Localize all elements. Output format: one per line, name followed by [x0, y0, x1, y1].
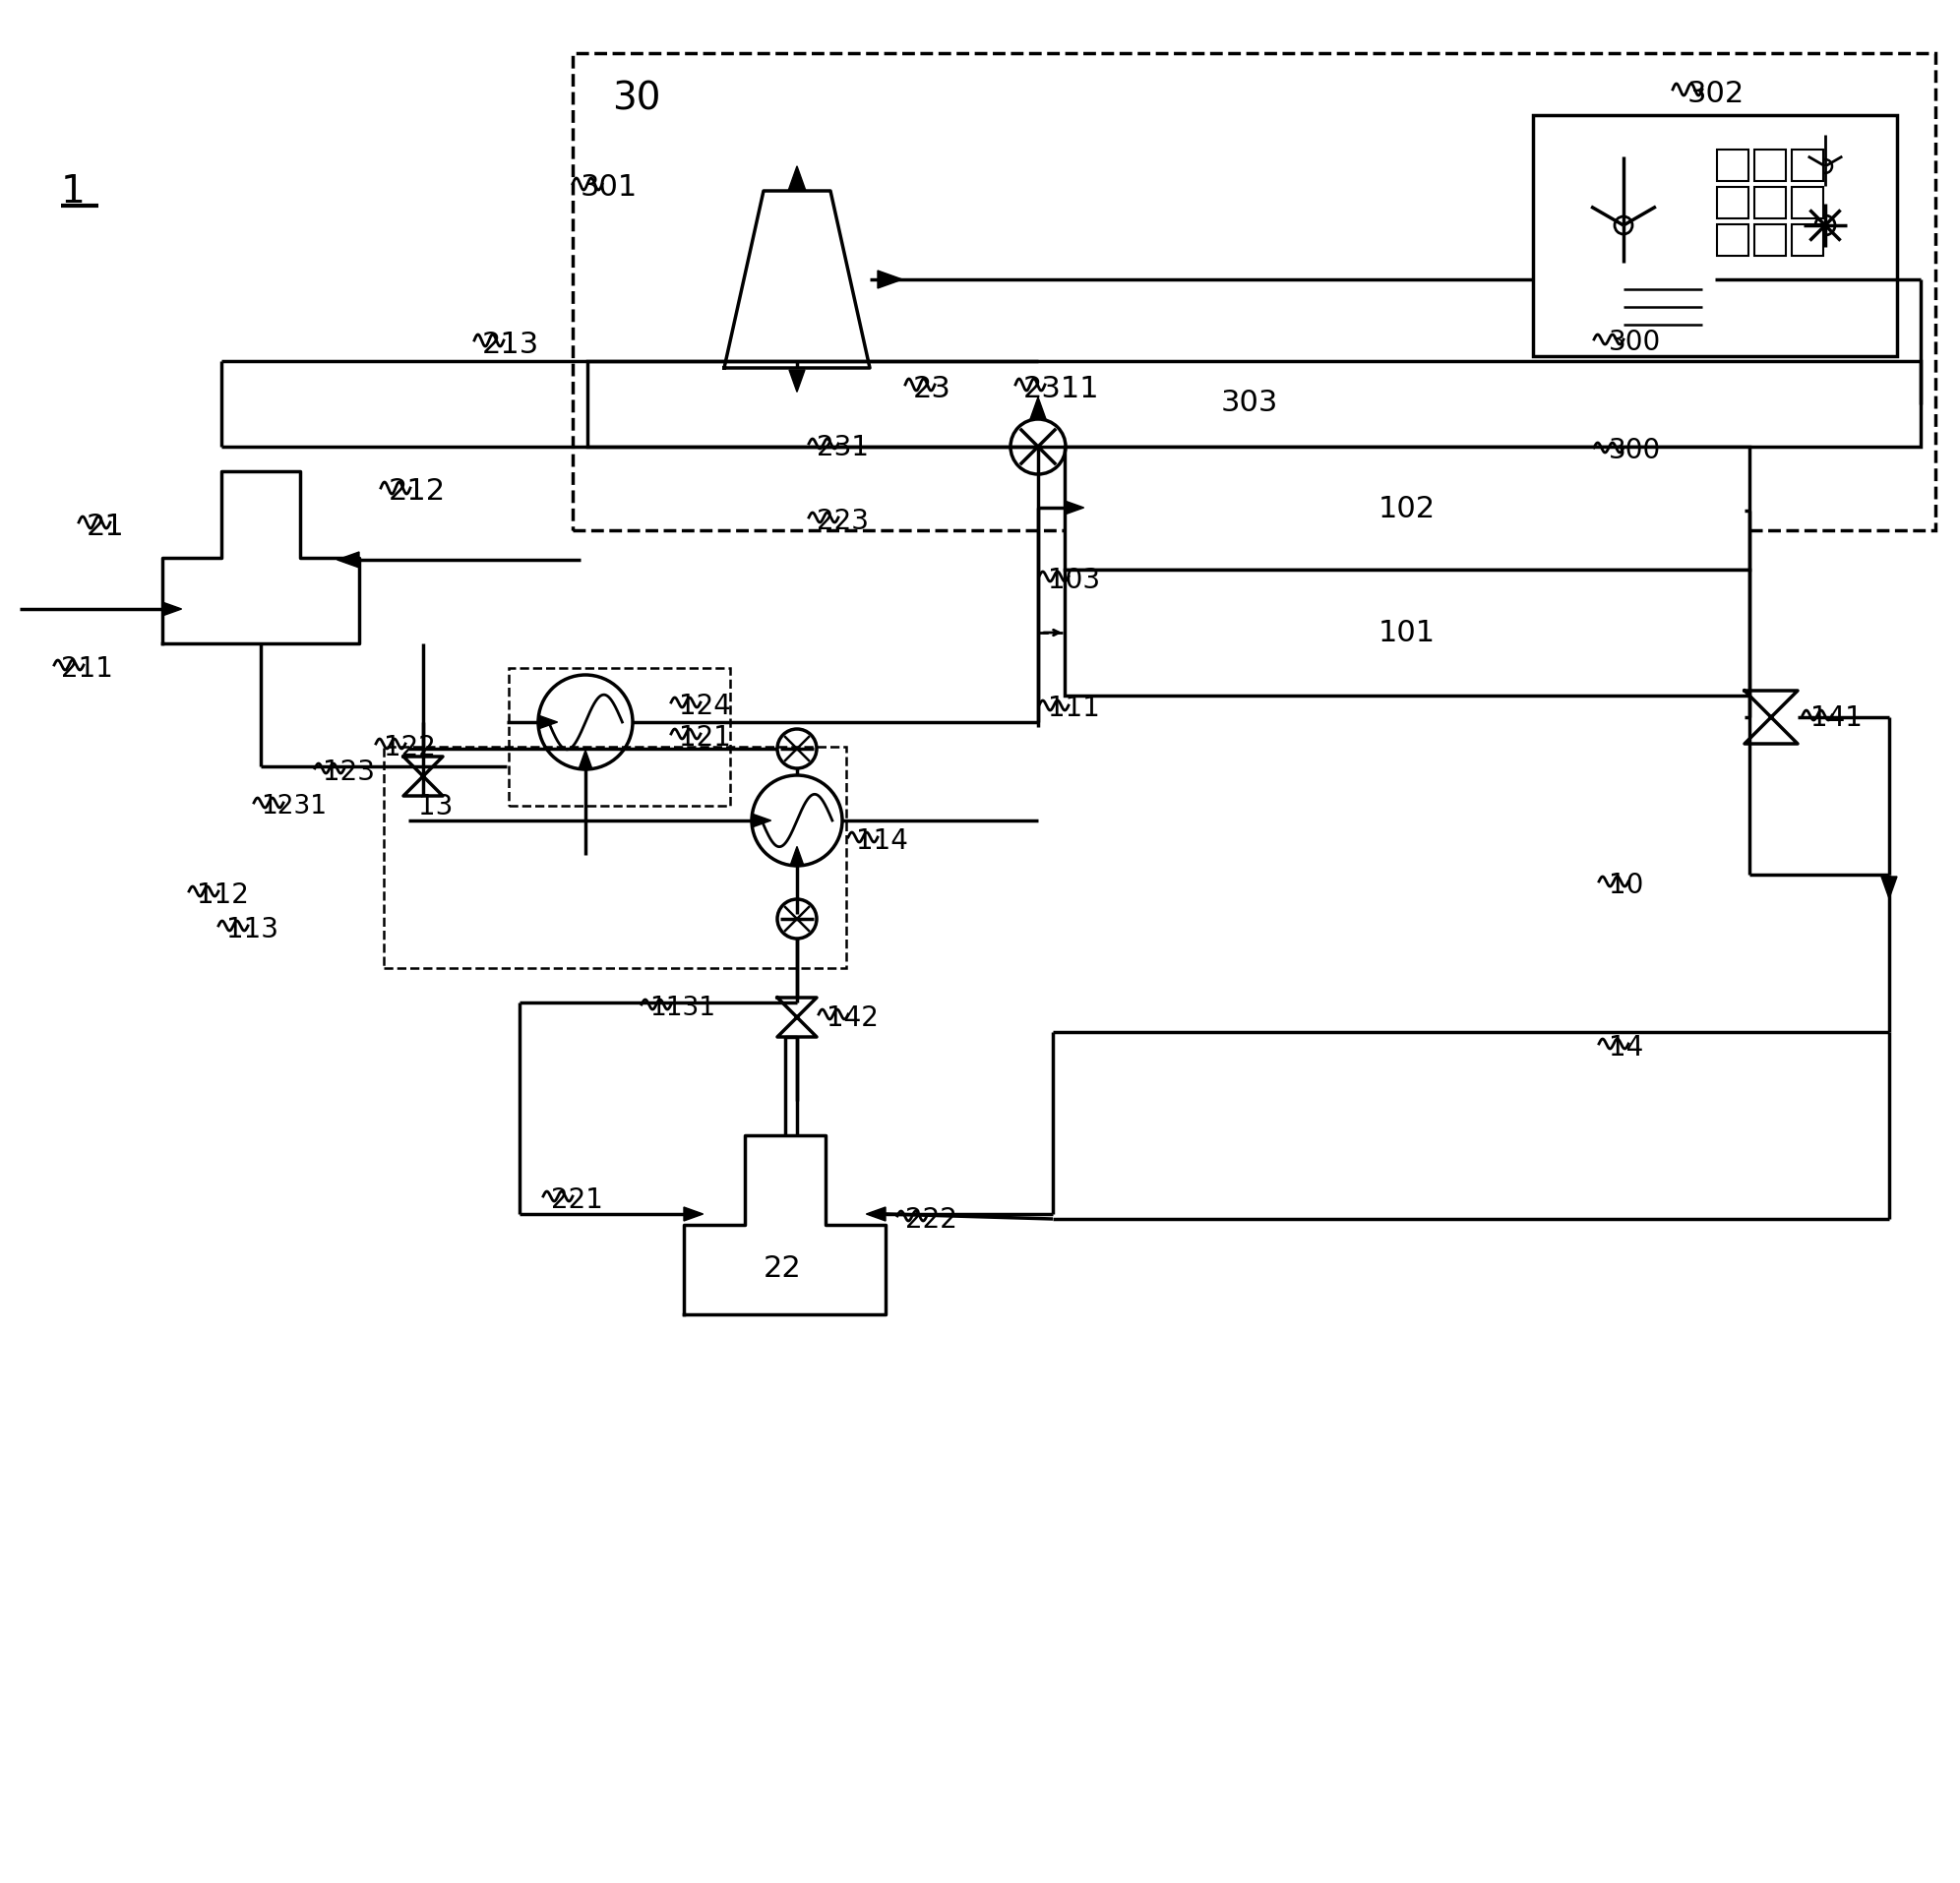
Bar: [1754, 188, 1786, 218]
Text: 124: 124: [678, 693, 731, 719]
Text: 303: 303: [1221, 390, 1278, 418]
Text: 113: 113: [225, 915, 278, 943]
Text: 122: 122: [384, 734, 435, 761]
Bar: [1717, 151, 1748, 183]
Polygon shape: [790, 371, 806, 394]
Text: 14: 14: [1609, 1034, 1642, 1060]
Bar: [1754, 151, 1786, 183]
Text: 213: 213: [482, 330, 539, 358]
Bar: [572, 55, 1935, 531]
Text: 111: 111: [1049, 695, 1100, 721]
Polygon shape: [684, 1207, 704, 1222]
Text: 1131: 1131: [649, 994, 715, 1021]
Bar: [1791, 226, 1823, 256]
Polygon shape: [878, 271, 902, 290]
Polygon shape: [539, 716, 557, 729]
Text: 121: 121: [678, 723, 731, 751]
Polygon shape: [1031, 397, 1047, 420]
Text: 102: 102: [1378, 493, 1435, 523]
Text: 211: 211: [61, 655, 114, 682]
Text: 22: 22: [762, 1254, 802, 1282]
Text: 223: 223: [817, 507, 868, 535]
Polygon shape: [337, 552, 359, 569]
Text: 30: 30: [612, 79, 661, 117]
Text: 10: 10: [1609, 872, 1644, 898]
Polygon shape: [1882, 877, 1897, 898]
Text: 301: 301: [580, 173, 637, 201]
Polygon shape: [753, 813, 770, 829]
Bar: [1791, 151, 1823, 183]
Text: 1231: 1231: [261, 793, 327, 819]
Text: 103: 103: [1049, 567, 1100, 593]
Text: 101: 101: [1378, 620, 1435, 648]
Text: 141: 141: [1811, 704, 1862, 732]
Bar: [588, 362, 1921, 448]
Polygon shape: [790, 847, 804, 866]
Text: 112: 112: [196, 881, 249, 909]
Bar: [1533, 117, 1897, 358]
Bar: [1064, 571, 1750, 697]
Text: 23: 23: [913, 375, 951, 403]
Text: 300: 300: [1609, 437, 1662, 463]
Bar: [1791, 188, 1823, 218]
Polygon shape: [866, 1207, 886, 1222]
Text: 302: 302: [1688, 79, 1744, 107]
Text: 21: 21: [86, 512, 125, 540]
Polygon shape: [578, 751, 592, 770]
Text: 231: 231: [817, 433, 868, 461]
Text: 212: 212: [388, 478, 445, 507]
Bar: [1717, 188, 1748, 218]
Text: 142: 142: [827, 1004, 878, 1032]
Text: 222: 222: [906, 1205, 956, 1233]
Bar: [1754, 226, 1786, 256]
Text: 114: 114: [857, 827, 907, 855]
Text: 300: 300: [1609, 328, 1662, 356]
Text: 221: 221: [551, 1186, 604, 1213]
Polygon shape: [1064, 501, 1084, 516]
Bar: [510, 668, 729, 806]
Polygon shape: [788, 168, 806, 192]
Bar: [1717, 226, 1748, 256]
Bar: [384, 748, 847, 968]
Polygon shape: [163, 603, 182, 616]
Bar: [1064, 448, 1750, 571]
Text: 1: 1: [61, 173, 86, 211]
Text: 123: 123: [323, 759, 374, 785]
Text: 2311: 2311: [1023, 375, 1100, 403]
Text: 13: 13: [417, 793, 453, 821]
